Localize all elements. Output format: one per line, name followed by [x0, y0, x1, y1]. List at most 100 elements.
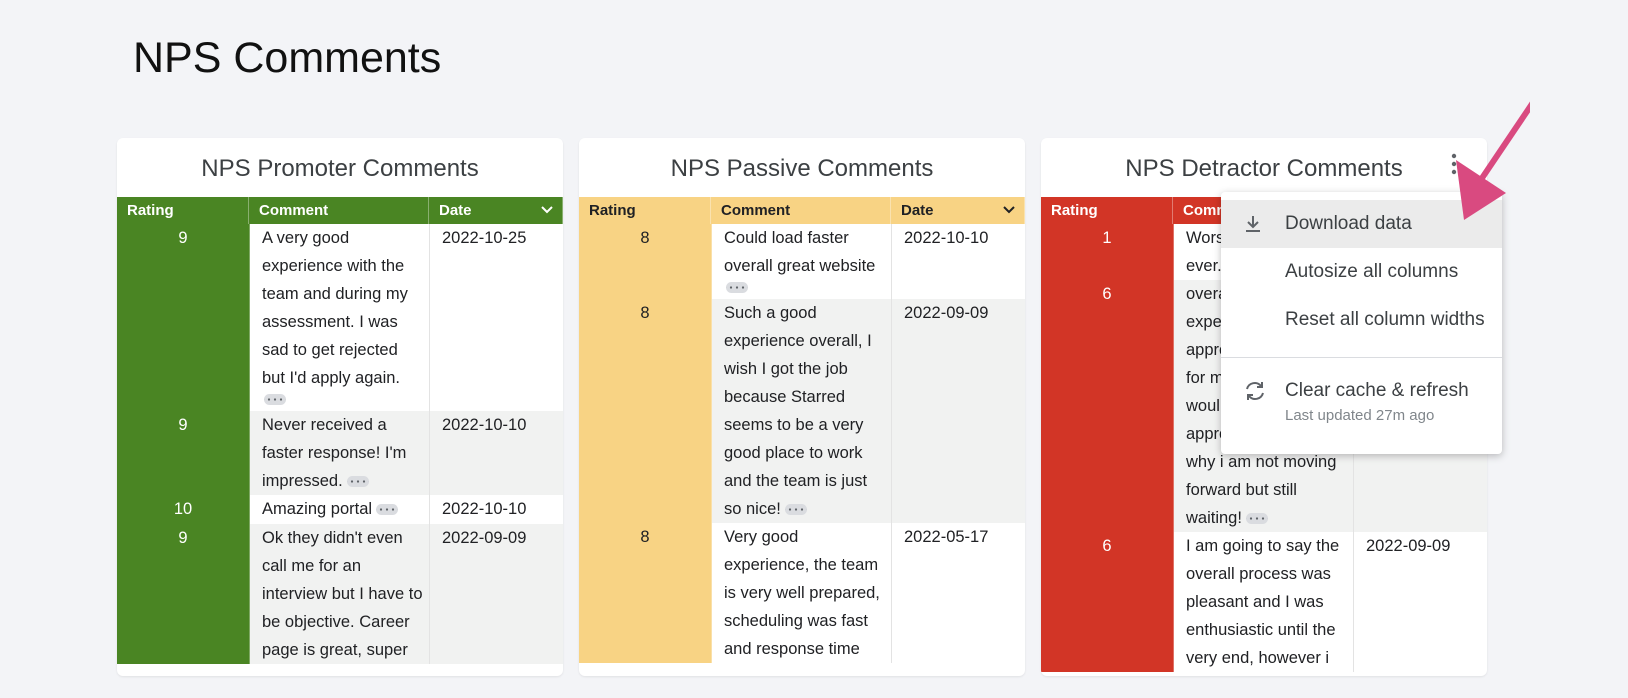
comment-line: experience with the: [262, 257, 405, 275]
date-cell: 2022-09-09: [1354, 532, 1487, 672]
comment-line: Ok they didn't even: [262, 529, 403, 547]
table-row: 9 A very good experience with the team and …: [117, 224, 563, 411]
menu-item-label: Clear cache & refresh: [1285, 380, 1469, 401]
comment-cell: Such a good experience overall, I wish I g…: [712, 299, 892, 523]
comment-line: I am going to say the: [1186, 537, 1340, 555]
column-header: Date: [439, 202, 472, 219]
rating-cell: 9: [117, 411, 250, 495]
comment-line: A very good: [262, 229, 350, 247]
date: 2022-10-10: [442, 416, 527, 434]
rating-cell: 8: [579, 224, 712, 299]
date-cell: 2022-10-10: [430, 411, 563, 495]
comment-line: and response time: [724, 640, 860, 658]
comment-line: overall great website: [724, 257, 876, 275]
comment-line: experience overall, I: [724, 332, 872, 350]
column-header: Rating: [1051, 202, 1098, 219]
date: 2022-09-09: [442, 529, 527, 547]
comment-line: be objective. Career: [262, 613, 410, 631]
comment-line: Such a good: [724, 304, 817, 322]
header-cell: Comment: [249, 197, 429, 224]
expand-chip[interactable]: [264, 394, 286, 405]
menu-item[interactable]: Clear cache & refresh: [1221, 367, 1502, 415]
comment-line: but I'd apply again.: [262, 369, 401, 387]
menu-item[interactable]: Autosize all columns: [1221, 248, 1502, 296]
comment-line: appro: [1186, 341, 1229, 359]
comment-line: forward but still: [1186, 481, 1297, 499]
menu-item[interactable]: Reset all column widths: [1221, 296, 1502, 344]
comment-line: call me for an: [262, 557, 362, 575]
comment-line: faster response! I'm: [262, 444, 407, 462]
comment-line: interview but I have to: [262, 585, 423, 603]
comment-cell: Ok they didn't even call me for an intervi…: [250, 524, 430, 664]
column-header: Comment: [721, 202, 791, 219]
menu-item-label: Autosize all columns: [1285, 261, 1459, 282]
comment-line: because Starred: [724, 388, 846, 406]
comment-line: for m: [1186, 369, 1224, 387]
table-header: Rating Comment Date: [579, 197, 1025, 224]
date: 2022-05-17: [904, 528, 989, 546]
rating-cell: 6: [1041, 280, 1174, 532]
header-cell: Date: [429, 197, 563, 224]
rating-cell: 10: [117, 495, 250, 524]
comment-line: scheduling was fast: [724, 612, 868, 630]
panel-title: NPS Promoter Comments: [201, 155, 479, 182]
table-row: 9 Never received a faster response! I'm imp…: [117, 411, 563, 495]
page-title: NPS Comments: [133, 34, 442, 82]
panel-title: NPS Passive Comments: [670, 155, 934, 182]
expand-chip[interactable]: [726, 282, 748, 293]
comment-line: assessment. I was: [262, 313, 398, 331]
table-row: 1 Wors ever.: [1041, 224, 1487, 280]
table-row: 9 Ok they didn't even call me for an interv…: [117, 524, 563, 664]
comment-cell: I am going to say the overall process was…: [1174, 532, 1354, 672]
column-header: Rating: [127, 202, 174, 219]
comment-line: impressed.: [262, 467, 423, 495]
sort-chevron[interactable]: [1003, 206, 1015, 214]
comment-cell: A very good experience with the team and d…: [250, 224, 430, 411]
date-cell: 2022-09-09: [892, 299, 1025, 523]
table-row: 10 Amazing portal 2022-10-10: [117, 495, 563, 524]
column-header: Comment: [259, 202, 329, 219]
comment-line: and the team is just: [724, 472, 868, 490]
refresh-icon: [1246, 382, 1264, 400]
table-row: 8 Very good experience, the team is very we…: [579, 523, 1025, 663]
kebab-menu-icon[interactable]: [1444, 151, 1464, 177]
comment-line: Very good: [724, 528, 799, 546]
rating-cell: 8: [579, 523, 712, 663]
comment-cell: Amazing portal: [250, 495, 430, 524]
column-header: Rating: [589, 202, 636, 219]
comment-cell: Could load faster overall great website: [712, 224, 892, 299]
table-panel: NPS Passive Comments Rating Comment Date 8 Co…: [579, 138, 1025, 676]
annotation-arrow: [1456, 101, 1530, 220]
comment-line: enthusiastic until the: [1186, 621, 1336, 639]
comment-cell: Never received a faster response! I'm impr…: [250, 411, 430, 495]
table-row: 8 Could load faster overall great website 2…: [579, 224, 1025, 299]
comment-line: good place to work: [724, 444, 863, 462]
sort-chevron[interactable]: [541, 206, 553, 214]
download-icon: [1246, 216, 1260, 232]
comment-line: appro: [1186, 425, 1229, 443]
menu-item[interactable]: Download data: [1221, 200, 1502, 248]
rating-cell: 6: [1041, 532, 1174, 672]
comment-cell: Very good experience, the team is very wel…: [712, 523, 892, 663]
expand-chip[interactable]: [346, 476, 369, 488]
expand-chip[interactable]: [784, 504, 807, 516]
rating-cell: 8: [579, 299, 712, 523]
table-panel: NPS Promoter Comments Rating Comment Date 9 A…: [117, 138, 563, 676]
comment-line: page is great, super: [262, 641, 408, 659]
table-header: Rating Comment Date: [117, 197, 563, 224]
date-cell: 2022-09-09: [430, 524, 563, 664]
expand-chip[interactable]: [376, 504, 399, 516]
menu-item-label: Download data: [1285, 213, 1412, 234]
comment-line: Wors: [1186, 229, 1225, 247]
date: 2022-10-10: [442, 500, 527, 518]
expand-chip[interactable]: [1245, 513, 1268, 525]
header-cell: Comment: [711, 197, 891, 224]
comment-line: waiting!: [1186, 504, 1347, 532]
date-cell: 2022-10-25: [430, 224, 563, 411]
header-cell: Rating: [1041, 197, 1173, 224]
comment-cell: Wors ever.: [1174, 224, 1354, 280]
last-updated: Last updated 27m ago: [1285, 407, 1435, 424]
date: 2022-10-25: [442, 229, 527, 247]
comment-line: Could load faster: [724, 229, 849, 247]
comment-line: seems to be a very: [724, 416, 864, 434]
